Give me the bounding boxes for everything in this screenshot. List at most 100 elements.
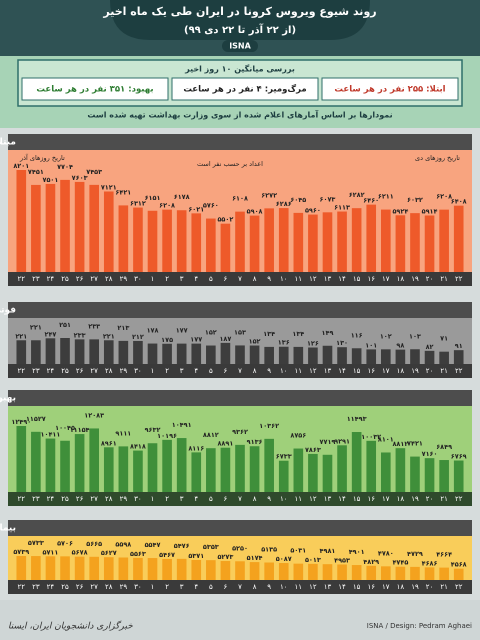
x-tick-label: ۳: [180, 275, 184, 283]
value-label: ۴۷۸۰: [378, 549, 394, 557]
bar: [395, 349, 406, 364]
title: روند شیوع ویروس کرونا در ایران طی یک ماه…: [102, 5, 376, 18]
value-label: ۶۸۴۹: [436, 443, 452, 451]
value-label: ۸۸۱۲: [203, 431, 219, 439]
bar: [103, 191, 114, 272]
x-tick-label: ۲۲: [455, 495, 463, 503]
bar: [249, 345, 260, 364]
value-label: ۶۴۰۸: [451, 198, 467, 206]
footer-bg: [0, 600, 480, 640]
x-tick-label: ۱۶: [367, 495, 375, 503]
x-tick-label: ۶: [224, 495, 228, 503]
x-tick-label: ۱۱: [295, 495, 303, 503]
x-tick-label: ۲۷: [90, 583, 98, 591]
value-label: ۲۵۱: [59, 321, 71, 329]
x-tick-label: ۲۳: [32, 275, 40, 283]
bar: [103, 557, 114, 580]
value-label: ۶۲۰۸: [159, 202, 175, 210]
bar: [118, 557, 129, 580]
x-tick-label: ۱۲: [309, 495, 317, 503]
value-label: ۵۰۳۱: [290, 547, 306, 555]
x-tick-label: ۲۲: [18, 495, 26, 503]
value-label: ۵۶۷۸: [72, 549, 88, 557]
x-tick-label: ۲۱: [440, 583, 448, 591]
value-label: ۵۷۰۶: [57, 539, 73, 547]
value-label: ۱۷۷: [190, 336, 202, 344]
bar: [249, 446, 260, 492]
x-tick-label: ۲۲: [455, 275, 463, 283]
x-tick-label: ۱۹: [411, 275, 419, 283]
footer-credit: ISNA / Design: Pedram Aghaei: [367, 622, 472, 630]
bar: [118, 340, 129, 364]
x-tick-label: ۱۶: [367, 367, 375, 375]
panel-head: [8, 134, 472, 150]
value-label: ۵۷۱۱: [43, 548, 59, 556]
x-tick-label: ۱۵: [353, 275, 361, 283]
value-label: ۱۲۴۹۰: [11, 418, 31, 426]
bar: [380, 452, 391, 492]
value-label: ۱۱۱۵۴: [70, 426, 90, 434]
value-label: ۹۳۶۲: [232, 428, 248, 436]
summary-cell: [21, 77, 169, 101]
x-tick-label: ۲۳: [32, 583, 40, 591]
bar: [278, 346, 289, 364]
x-tick-label: ۱۰: [280, 275, 288, 283]
bar: [191, 343, 202, 364]
bar: [366, 204, 377, 272]
bar: [337, 347, 347, 364]
x-tick-label: ۲۱: [440, 495, 448, 503]
bar: [410, 566, 420, 580]
bar: [176, 558, 187, 580]
x-tick-label: ۲۲: [455, 583, 463, 591]
value-label: ۲۳۳: [74, 331, 86, 339]
x-tick-label: ۹: [267, 495, 271, 503]
bar: [235, 345, 245, 364]
value-label: ۵۱۳۵: [261, 546, 277, 554]
bar: [264, 562, 274, 580]
value-label: ۱۰۳: [409, 332, 421, 340]
value-label: ۵۴۶۷: [159, 551, 175, 559]
x-tick-label: ۱۸: [397, 367, 405, 375]
x-tick-label: ۸: [253, 275, 257, 283]
value-label: ۶۲۸۲: [349, 191, 365, 199]
bar: [89, 556, 100, 580]
x-tick-label: ۲۷: [90, 495, 98, 503]
value-label: ۴۵۶۸: [451, 561, 467, 569]
value-label: ۲۲۱: [15, 332, 27, 340]
summary-note: نمودارها بر اساس آمارهای اعلام شده از سو…: [87, 110, 392, 121]
value-label: ۱۰۱: [365, 341, 377, 349]
x-tick-label: ۳۰: [134, 583, 142, 591]
x-tick-label: ۱: [151, 583, 155, 591]
x-tick-label: ۲۶: [76, 275, 84, 283]
x-tick-label: ۲۲: [18, 367, 26, 375]
value-label: ۶۰۷۳: [320, 195, 336, 203]
x-tick-label: ۱: [151, 367, 155, 375]
x-tick-label: ۳۰: [134, 367, 142, 375]
bar: [322, 345, 333, 364]
bar: [380, 209, 391, 272]
x-tick-label: ۱۷: [382, 367, 390, 375]
x-tick-label: ۲۸: [105, 367, 113, 375]
x-tick-label: ۱۲: [309, 367, 317, 375]
annotation: تاریخ روزهای دی: [415, 154, 460, 162]
x-tick-label: ۱۷: [382, 583, 390, 591]
value-label: ۵۲۷۳: [217, 553, 233, 561]
x-tick-label: ۱۳: [324, 367, 332, 375]
value-label: ۴۸۲۹: [363, 558, 379, 566]
bar: [16, 340, 27, 364]
value-label: ۱۰۰۴۵: [55, 424, 75, 432]
value-label: ۱۲۰۸۳: [84, 411, 104, 419]
bar: [351, 208, 362, 272]
bar: [133, 450, 143, 492]
value-label: ۶۰۲۱: [188, 205, 204, 213]
value-label: ۴۹۰۱: [349, 548, 365, 556]
bar: [351, 432, 362, 492]
value-label: ۶۱۷۸: [174, 193, 190, 201]
x-tick-label: ۱۰: [280, 367, 288, 375]
x-tick-label: ۱۲: [309, 583, 317, 591]
panel-head: [8, 302, 472, 318]
bar: [45, 338, 56, 364]
bar: [45, 183, 56, 272]
x-tick-label: ۲: [165, 495, 169, 503]
bar: [439, 351, 449, 364]
